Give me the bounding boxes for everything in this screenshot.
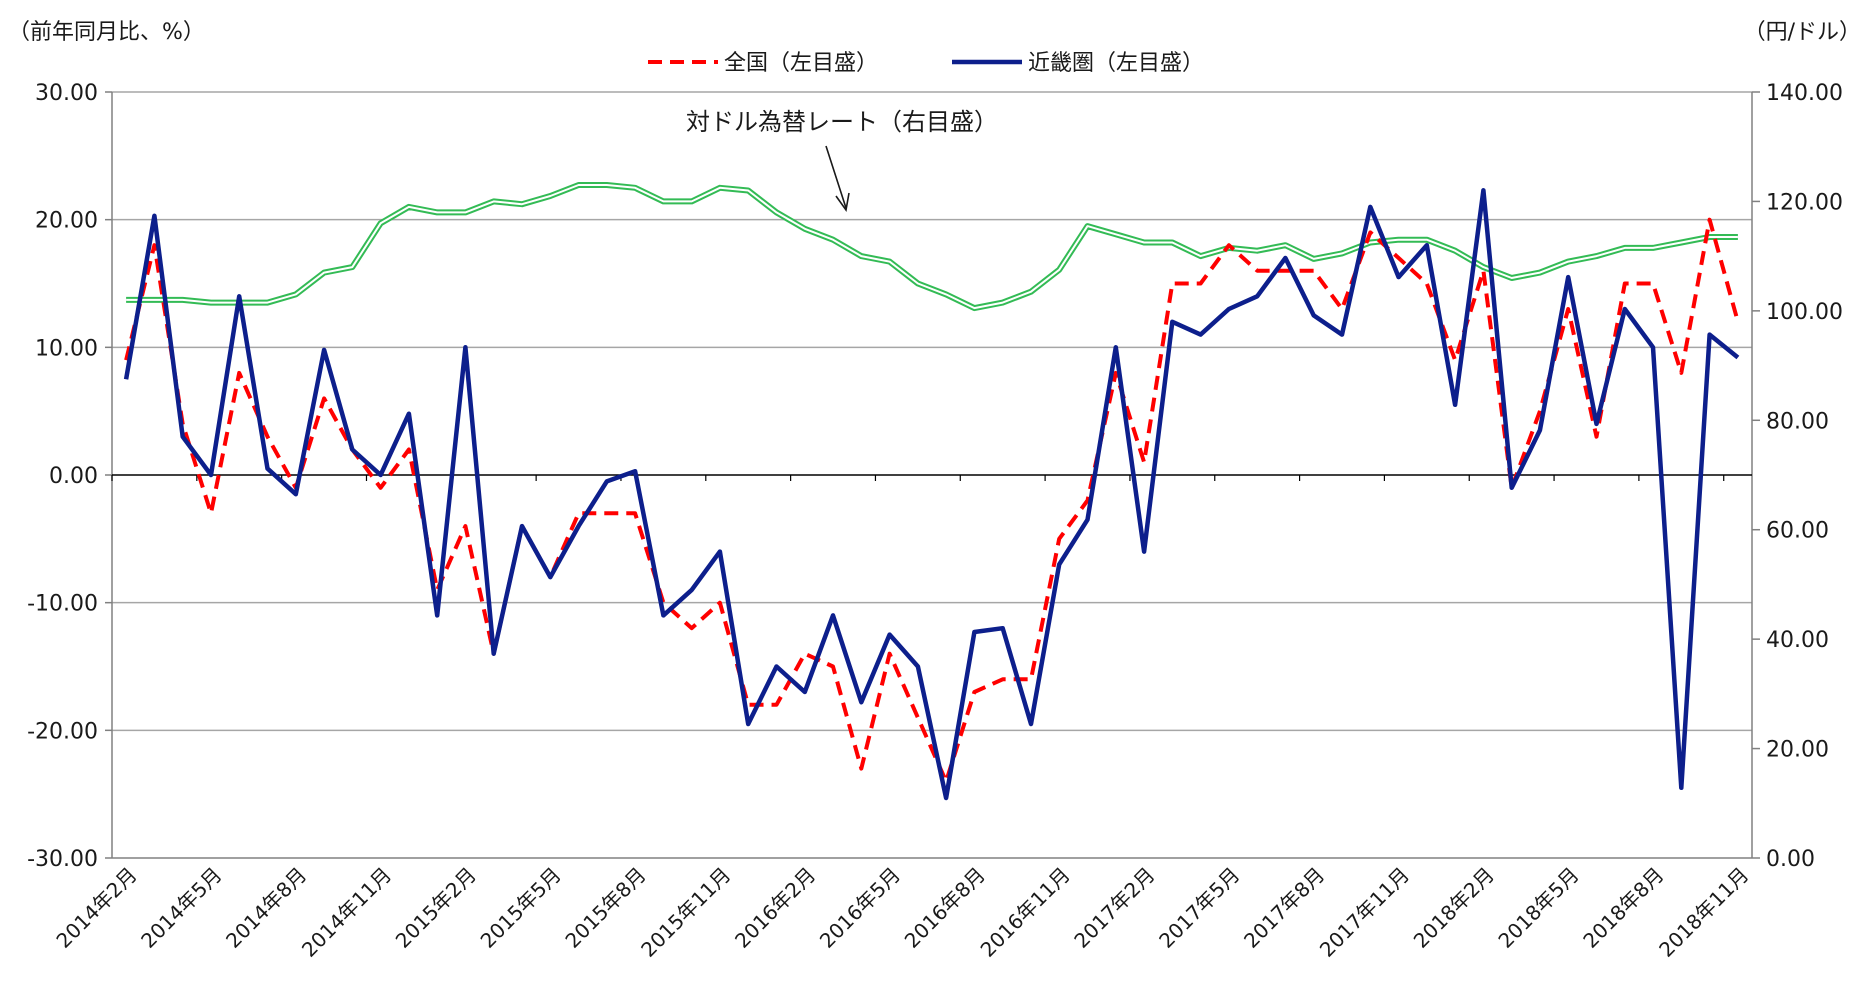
left-tick-label: 20.00 [35,209,98,234]
legend-label: 全国（左目盛） [724,51,878,76]
x-tick-label: 2016年8月 [900,863,990,953]
right-tick-label: 100.00 [1766,300,1843,325]
x-tick-label: 2015年8月 [560,863,650,953]
x-tick-label: 2014年5月 [136,863,226,953]
x-tick-label: 2015年2月 [391,863,481,953]
x-tick-label: 2018年5月 [1493,863,1583,953]
x-tick-label: 2016年2月 [730,863,820,953]
fx-rate-annotation: 対ドル為替レート（右目盛） [686,108,998,136]
national-series-line [124,217,1740,784]
x-tick-label: 2015年11月 [636,863,735,962]
left-tick-label: 0.00 [49,464,98,489]
series-lines [123,182,1740,801]
annotation-arrow [825,145,847,209]
left-tick-label: 10.00 [35,336,98,361]
x-tick-label: 2017年2月 [1069,863,1159,953]
right-axis-unit-label: （円/ドル） [1743,20,1861,45]
right-tick-label: 140.00 [1766,81,1843,106]
x-tick-label: 2016年5月 [815,863,905,953]
right-tick-label: 120.00 [1766,190,1843,215]
x-tick-label: 2018年11月 [1654,863,1753,962]
x-tick-label: 2015年5月 [476,863,566,953]
tick-labels: 30.00 20.00 10.00 0.00 -10.00 -20.00 -30.00 140… [27,81,1843,962]
right-tick-label: 0.00 [1766,847,1815,872]
left-tick-label: -10.00 [27,592,98,617]
x-tick-label: 2017年11月 [1315,863,1414,962]
axes [105,91,1760,859]
left-tick-label: -20.00 [27,719,98,744]
x-tick-label: 2018年8月 [1578,863,1668,953]
legend-label: 近畿圏（左目盛） [1028,51,1204,76]
annotation-arrowhead [835,192,850,213]
left-axis-unit-label: （前年同月比、%） [8,20,205,45]
right-tick-label: 80.00 [1766,409,1829,434]
x-tick-label: 2017年5月 [1154,863,1244,953]
x-tick-label: 2014年8月 [221,863,311,953]
left-tick-label: 30.00 [35,81,98,106]
fx-rate-line-inner [126,184,1738,310]
x-tick-label: 2017年8月 [1239,863,1329,953]
right-tick-label: 60.00 [1766,519,1829,544]
left-tick-label: -30.00 [27,847,98,872]
annotation: 対ドル為替レート（右目盛） [686,108,998,213]
x-tick-label: 2014年2月 [51,863,141,953]
legend: 全国（左目盛） 近畿圏（左目盛） [648,51,1204,76]
right-tick-label: 20.00 [1766,738,1829,763]
x-tick-label: 2016年11月 [976,863,1075,962]
x-tick-label: 2018年2月 [1409,863,1499,953]
x-tick-label: 2014年11月 [297,863,396,962]
right-tick-label: 40.00 [1766,628,1829,653]
kinki-series-line [123,188,1740,801]
